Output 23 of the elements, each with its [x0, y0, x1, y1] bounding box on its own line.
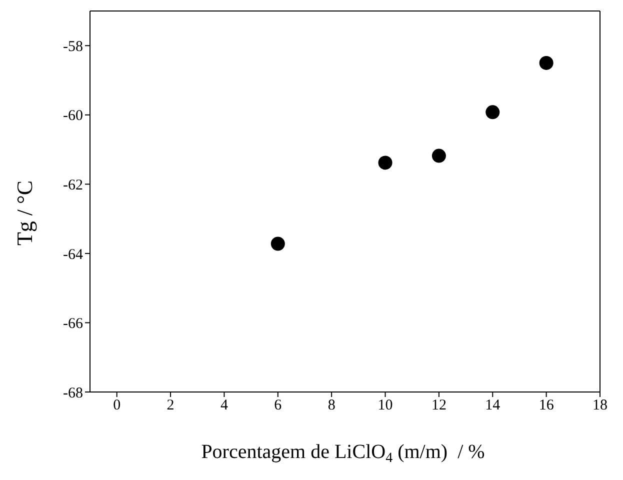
- x-tick-label: 6: [274, 398, 282, 414]
- x-axis-title: Porcentagem de LiClO$_{4}$ (m/m) / %: [201, 441, 485, 466]
- x-tick-label: 0: [113, 398, 121, 414]
- y-tick-label: -64: [63, 246, 84, 263]
- y-tick-label: -66: [63, 316, 84, 332]
- point: [432, 148, 446, 163]
- x-tick-label: 16: [538, 398, 554, 414]
- x-tick-label: 18: [592, 398, 608, 414]
- x-tick-label: 14: [485, 398, 501, 414]
- point: [378, 156, 392, 170]
- x-tick-label: 8: [328, 398, 336, 414]
- x-tick-label: 12: [431, 398, 446, 414]
- x-tick-label: 2: [166, 398, 174, 414]
- y-tick-label: -58: [63, 38, 83, 55]
- y-axis-title: Tg / °C: [12, 180, 37, 246]
- point: [539, 56, 554, 70]
- y-tick-label: -68: [63, 385, 83, 402]
- point: [486, 105, 500, 120]
- y-tick-label: -62: [63, 178, 83, 194]
- x-tick-label: 10: [378, 398, 393, 414]
- y-tick-label: -60: [63, 108, 83, 124]
- point: [270, 236, 285, 251]
- x-tick-label: 4: [220, 398, 228, 414]
